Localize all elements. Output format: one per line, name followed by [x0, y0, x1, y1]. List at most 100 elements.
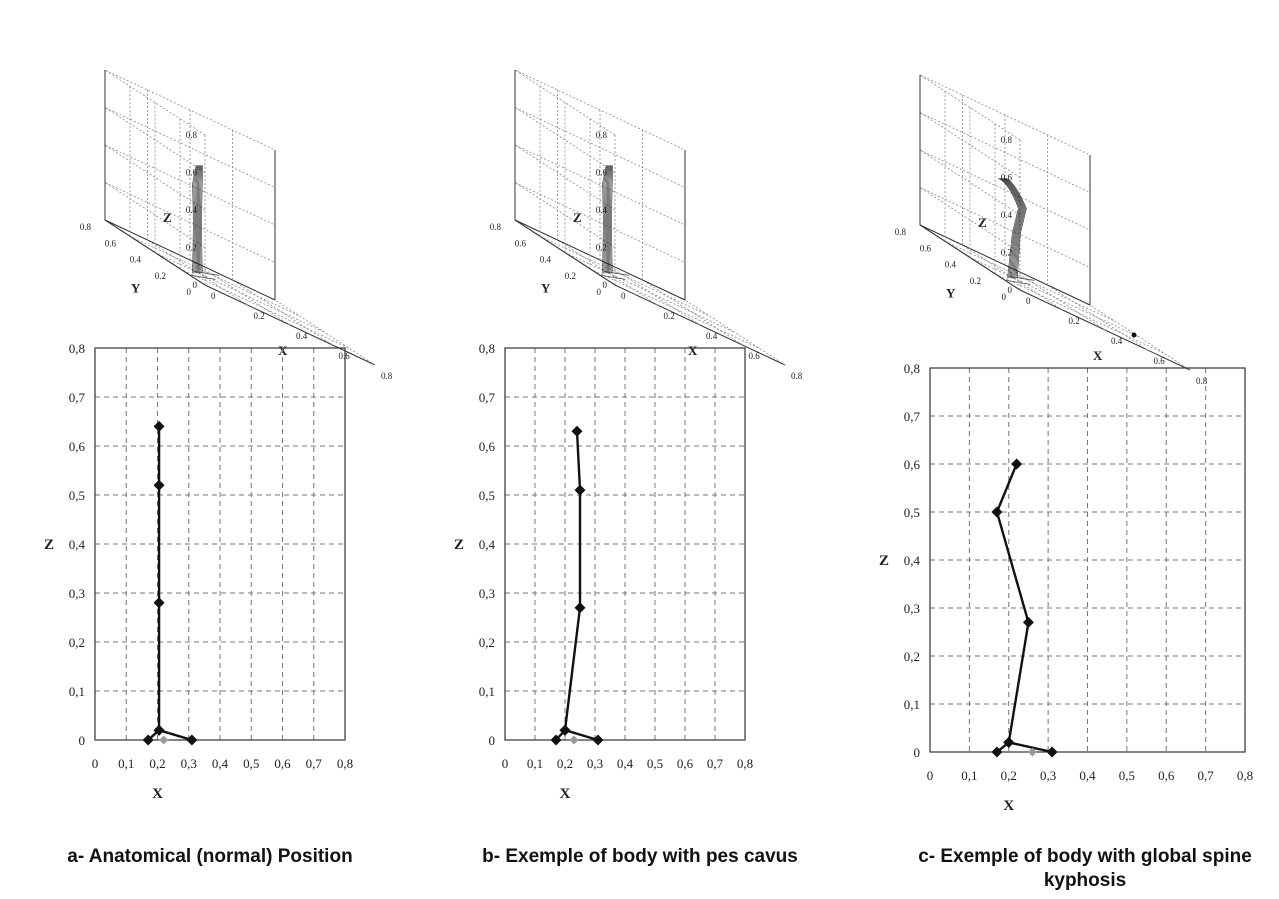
plot3d-a: 00.20.40.60.80.80.60.40.20 00.20.40.60.8Z…: [80, 69, 393, 381]
data-point: [559, 724, 571, 736]
x-tick-label: 0.4: [1111, 336, 1123, 346]
chart-b: 0 0,1 0,2 0,3 0,4 0,5 0,6 0,7 0,8 0 0,1 0,2 0,3 0,4 0,…: [454, 341, 753, 802]
y-tick-label: 0,1: [479, 684, 495, 699]
data-point: [1003, 736, 1015, 748]
y-tick-label: 0,4: [904, 553, 921, 568]
y-tick-label: 0,4: [69, 537, 86, 552]
data-point: [153, 724, 165, 736]
z-tick-label: 0.4: [186, 205, 198, 215]
y-tick-label: 0,5: [69, 488, 85, 503]
y-tick-label: 0,6: [904, 457, 921, 472]
y-tick-label: 0,1: [904, 697, 920, 712]
x-tick-label: 0: [211, 291, 216, 301]
y-tick-label: 0,7: [479, 390, 496, 405]
data-point: [550, 734, 562, 746]
z-tick-label: 0: [1008, 285, 1013, 295]
figure-stroke: [601, 275, 626, 280]
y-tick-label: 0.4: [540, 255, 552, 265]
z-tick-label: 0.6: [596, 168, 608, 178]
y-tick-label: 0: [489, 733, 496, 748]
y-tick-label: 0.6: [105, 238, 117, 248]
y-tick-label: 0.6: [515, 238, 527, 248]
floor-grid: [154, 252, 326, 333]
stray-dot: [1131, 332, 1137, 338]
data-point: [153, 479, 165, 491]
z-tick-label: 0.2: [186, 243, 197, 253]
x-tick-label: 0,7: [1198, 768, 1215, 783]
z-tick-label: 0.8: [1001, 135, 1013, 145]
data-point: [592, 734, 604, 746]
floor-grid: [944, 240, 1116, 322]
x-axis-label: X: [152, 786, 163, 802]
x-tick-label: 0,8: [337, 756, 353, 771]
x-tick-label: 0,8: [737, 756, 753, 771]
y-tick-label: 0: [1002, 292, 1007, 302]
figure-stroke: [194, 165, 199, 274]
y-tick-label: 0,1: [69, 684, 85, 699]
plot-frame: [929, 367, 1246, 753]
x-tick-label: 0,6: [1158, 768, 1175, 783]
data-point: [991, 506, 1003, 518]
y-tick-label: 0: [187, 287, 192, 297]
y-tick-label: 0.4: [945, 260, 957, 270]
y-tick-label: 0,7: [904, 409, 921, 424]
figure-stroke: [608, 165, 611, 274]
z-tick-label: 0: [193, 280, 198, 290]
body-figure: [601, 165, 630, 280]
y-axis-label: Y: [946, 286, 956, 301]
wall-grid: [919, 149, 1091, 231]
z-tick-label: 0.8: [596, 130, 608, 140]
x-tick-label: 0,2: [149, 756, 165, 771]
figure-stroke: [607, 165, 610, 274]
z-tick-label: 0.4: [1001, 210, 1013, 220]
series-line: [157, 426, 193, 742]
z-tick-label: 0.8: [186, 130, 198, 140]
plot3d-c: 00.20.40.60.80.80.60.40.20 00.20.40.60.8Z…: [895, 74, 1208, 386]
figure-stroke: [998, 178, 1019, 279]
y-axis-label: Z: [454, 537, 464, 553]
wall-grid: [919, 112, 1091, 193]
x-tick-label: 0,7: [707, 756, 724, 771]
y-axis-label: Y: [131, 281, 141, 296]
floor-grid: [129, 235, 301, 317]
figure-stroke: [605, 165, 609, 274]
x-tick-label: 0: [1026, 296, 1031, 306]
figure-stroke: [1005, 178, 1026, 279]
y-tick-label: 0.8: [490, 222, 502, 232]
plot-frame: [504, 347, 746, 741]
caption-b: b- Exemple of body with pes cavus: [482, 846, 798, 867]
x-tick-label: 0,5: [1119, 768, 1135, 783]
figure-stroke: [1006, 280, 1031, 285]
figure-stroke: [1008, 276, 1035, 281]
figure-stroke: [193, 165, 198, 274]
x-tick-label: 0,4: [1079, 768, 1096, 783]
x-tick-label: 0: [92, 756, 99, 771]
y-tick-label: 0.2: [565, 271, 576, 281]
data-point: [142, 734, 154, 746]
z-axis-label: Z: [163, 210, 172, 225]
figure-stroke: [604, 165, 609, 274]
y-tick-label: 0,8: [69, 341, 85, 356]
x-tick-label: 0.6: [339, 351, 351, 361]
data-point: [991, 746, 1003, 758]
body-figure: [191, 165, 220, 280]
figure-stroke: [603, 165, 608, 274]
x-tick-label: 0: [927, 768, 934, 783]
figure-stroke: [999, 178, 1020, 279]
y-tick-label: 0,6: [69, 439, 86, 454]
y-tick-label: 0,2: [479, 635, 495, 650]
x-tick-label: 0,2: [1001, 768, 1017, 783]
x-tick-label: 0,3: [1040, 768, 1056, 783]
z-tick-label: 0.4: [596, 205, 608, 215]
data-point-gray: [159, 735, 169, 745]
x-tick-label: 0,1: [961, 768, 977, 783]
x-tick-label: 0,3: [181, 756, 197, 771]
figure-stroke: [199, 165, 202, 274]
data-point: [571, 425, 583, 437]
y-tick-label: 0,8: [904, 361, 920, 376]
x-tick-label: 0.4: [706, 331, 718, 341]
series-line: [563, 431, 599, 742]
caption-c: c- Exemple of body with global spine kyp…: [918, 846, 1252, 891]
figure-stroke: [603, 271, 630, 276]
plot-frame: [94, 347, 346, 741]
